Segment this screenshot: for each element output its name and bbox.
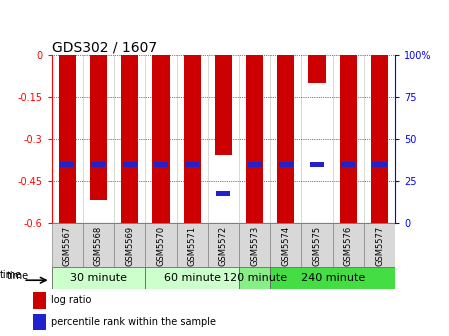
Text: GSM5571: GSM5571: [188, 226, 197, 266]
Bar: [90, 55, 107, 200]
Bar: [239, 267, 270, 289]
Bar: [33, 292, 46, 308]
Bar: [83, 223, 114, 267]
Bar: [270, 267, 395, 289]
Bar: [176, 223, 208, 267]
Text: 30 minute: 30 minute: [70, 273, 127, 283]
Bar: [308, 55, 326, 83]
Bar: [215, 55, 232, 155]
Bar: [247, 162, 262, 167]
Bar: [52, 223, 83, 267]
Text: GSM5576: GSM5576: [344, 226, 353, 266]
Bar: [270, 223, 301, 267]
Text: GSM5569: GSM5569: [125, 226, 134, 266]
Text: 120 minute: 120 minute: [223, 273, 286, 283]
Bar: [33, 314, 46, 331]
Text: log ratio: log ratio: [51, 295, 92, 305]
Bar: [152, 55, 170, 223]
Bar: [277, 55, 295, 223]
Bar: [371, 55, 388, 223]
Bar: [52, 267, 145, 289]
Bar: [373, 162, 387, 167]
Bar: [92, 162, 106, 167]
Text: GDS302 / 1607: GDS302 / 1607: [52, 40, 157, 54]
Text: GSM5572: GSM5572: [219, 226, 228, 266]
Text: 240 minute: 240 minute: [300, 273, 365, 283]
Text: GSM5570: GSM5570: [156, 226, 165, 266]
Bar: [216, 191, 230, 196]
Bar: [185, 162, 199, 167]
Text: GSM5575: GSM5575: [313, 226, 321, 266]
Bar: [279, 162, 293, 167]
Text: GSM5577: GSM5577: [375, 226, 384, 266]
Bar: [239, 223, 270, 267]
Bar: [60, 162, 74, 167]
Text: time: time: [0, 270, 22, 280]
Text: percentile rank within the sample: percentile rank within the sample: [51, 317, 216, 327]
Bar: [114, 223, 145, 267]
Bar: [333, 223, 364, 267]
Text: GSM5573: GSM5573: [250, 226, 259, 266]
Bar: [123, 162, 137, 167]
Text: GSM5574: GSM5574: [282, 226, 291, 266]
Bar: [154, 162, 168, 167]
Bar: [145, 267, 239, 289]
Text: GSM5567: GSM5567: [63, 226, 72, 266]
Text: 60 minute: 60 minute: [163, 273, 220, 283]
Bar: [310, 162, 324, 167]
Bar: [208, 223, 239, 267]
Bar: [184, 55, 201, 223]
Bar: [364, 223, 395, 267]
Bar: [121, 55, 138, 223]
Text: time: time: [7, 271, 29, 281]
Text: GSM5568: GSM5568: [94, 226, 103, 266]
Bar: [341, 162, 355, 167]
Bar: [145, 223, 176, 267]
Bar: [246, 55, 263, 223]
Bar: [301, 223, 333, 267]
Bar: [59, 55, 76, 223]
Bar: [340, 55, 357, 223]
